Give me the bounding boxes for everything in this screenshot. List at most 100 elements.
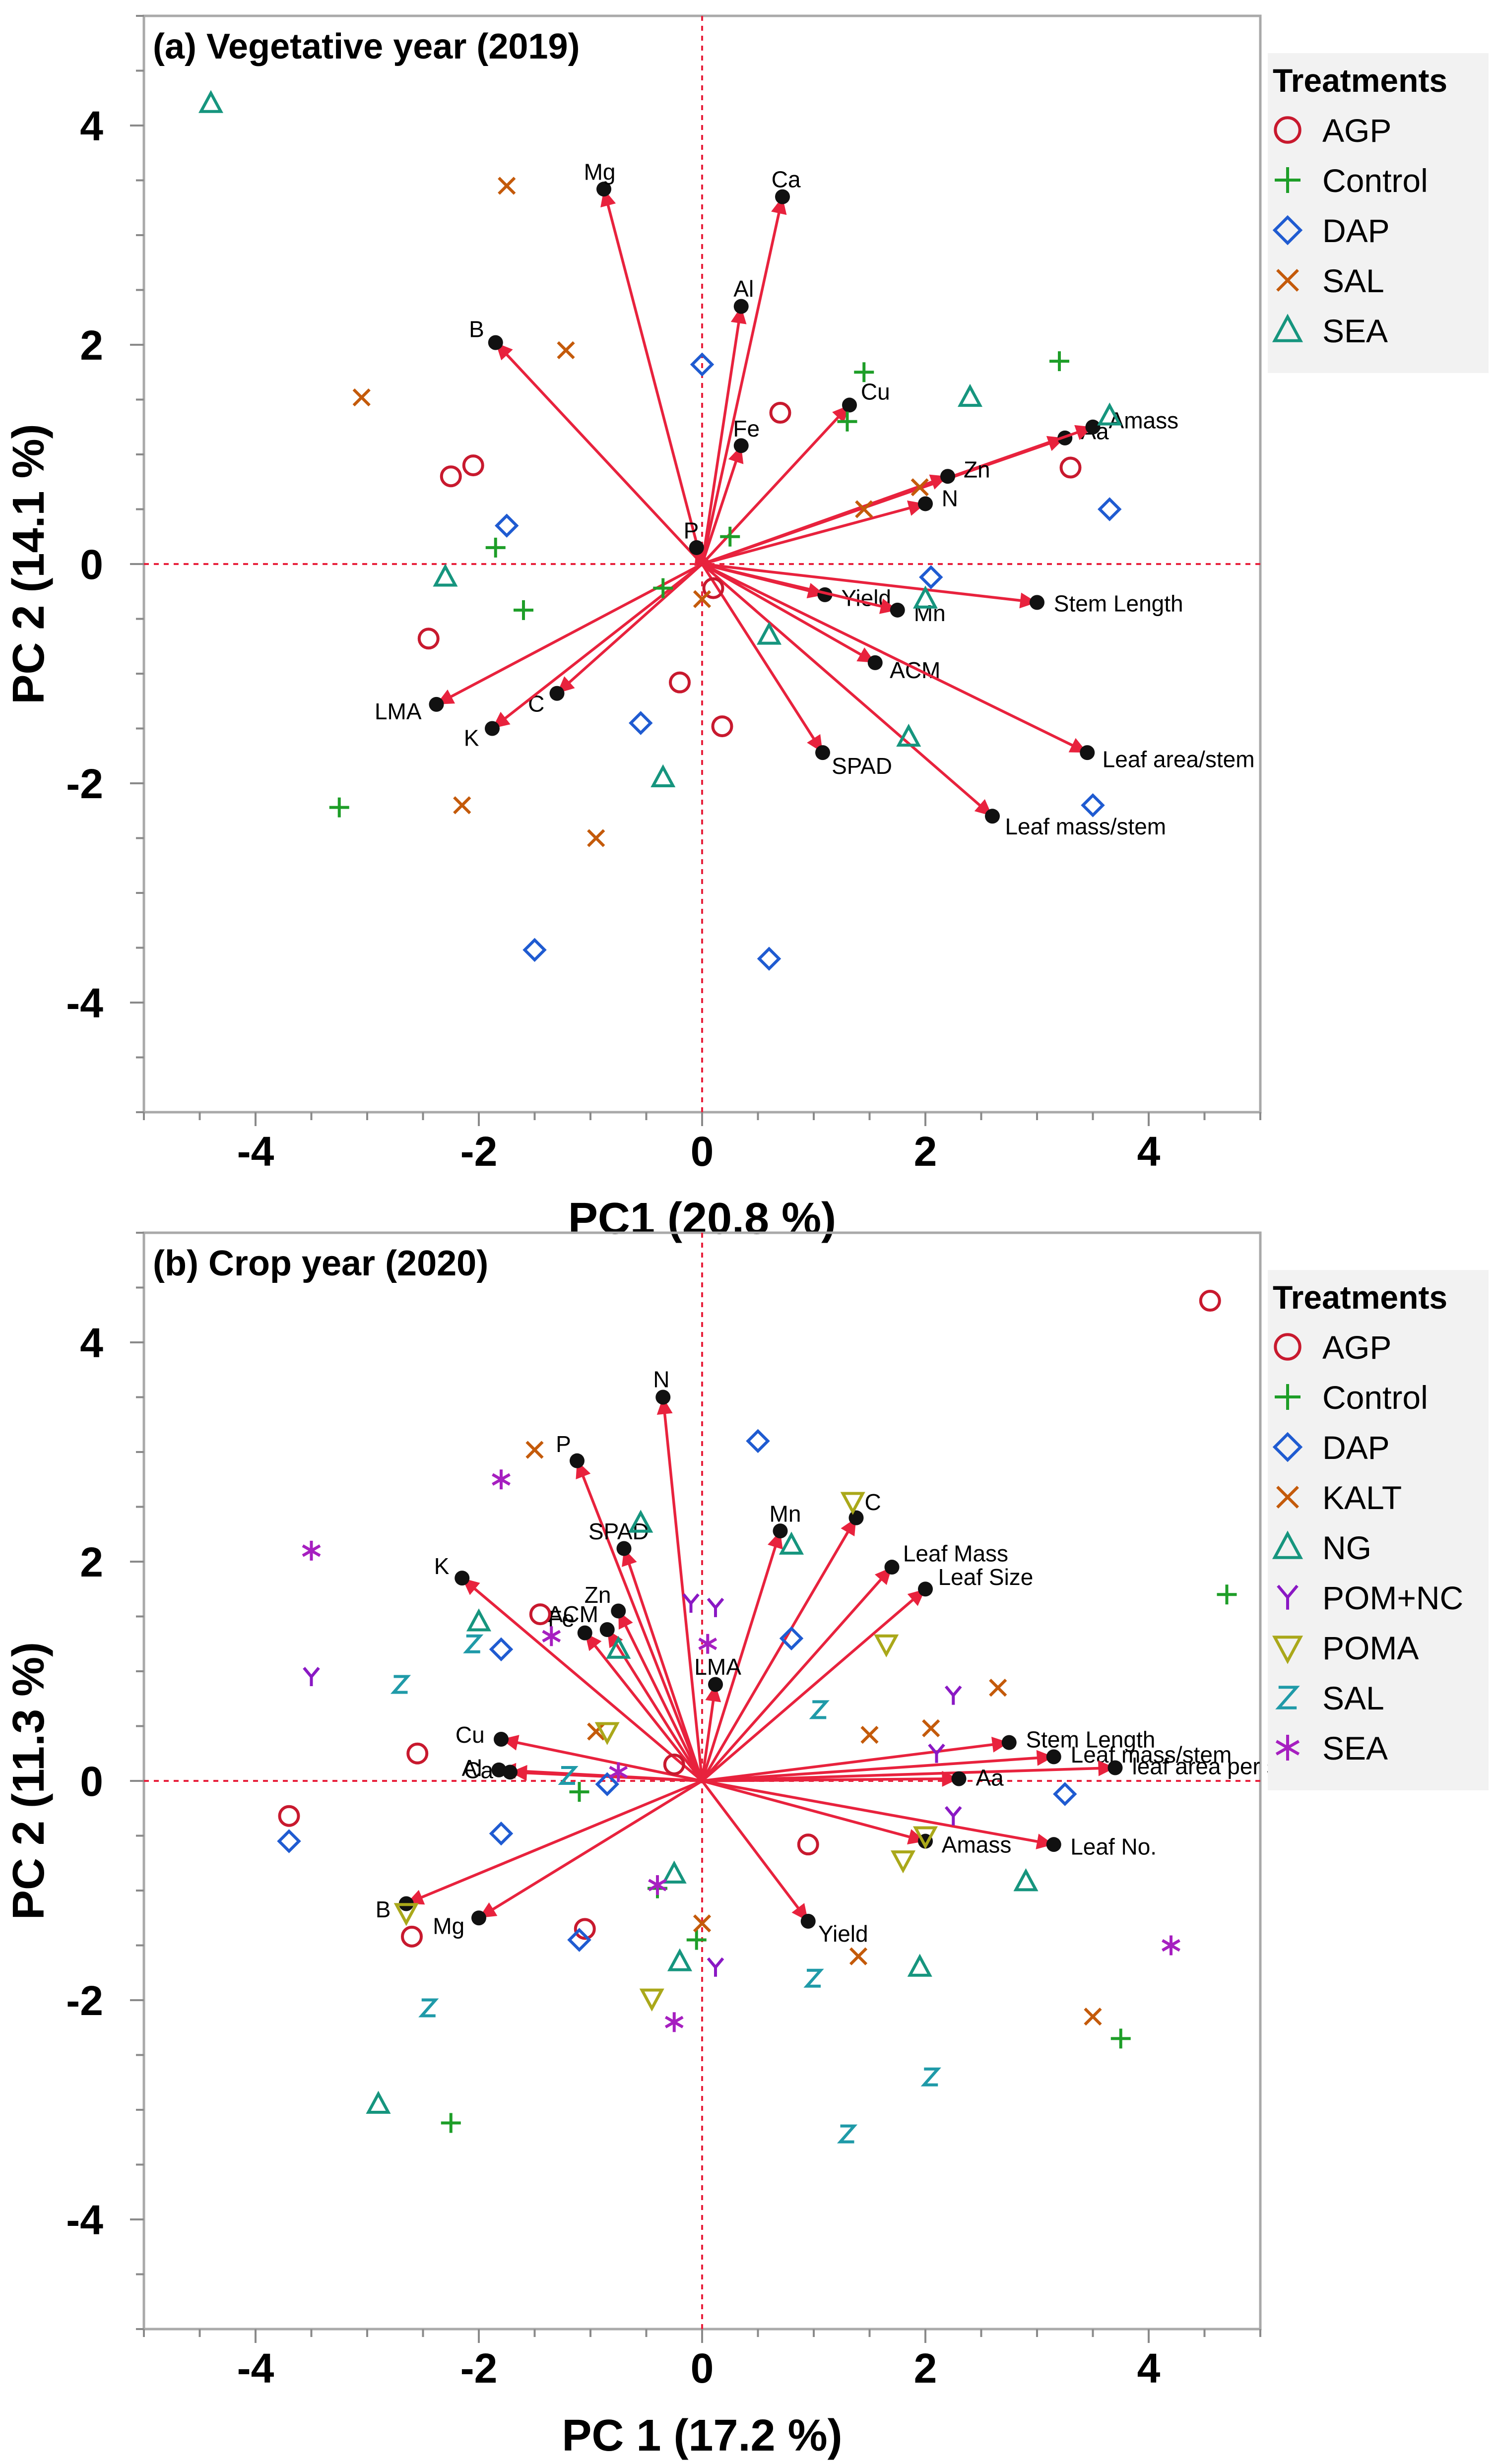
loading-tip-dot xyxy=(455,1571,470,1586)
loading-tip-dot xyxy=(1085,419,1101,435)
loading-tip-dot xyxy=(611,1603,626,1619)
data-point xyxy=(1162,1935,1180,1956)
loading-vector: Mn xyxy=(701,1501,801,1781)
loading-arrow-head xyxy=(510,1765,527,1781)
loading-label: C xyxy=(864,1489,881,1515)
data-point xyxy=(406,1742,429,1765)
data-point xyxy=(702,577,724,599)
data-point xyxy=(707,1597,724,1617)
data-point xyxy=(686,1930,707,1950)
data-point xyxy=(720,526,740,547)
data-point xyxy=(944,1806,962,1826)
loading-label: B xyxy=(469,316,484,342)
loading-tip-dot xyxy=(733,299,749,314)
loading-arrow-line xyxy=(701,306,743,565)
data-point xyxy=(944,1685,962,1705)
data-point xyxy=(329,797,349,818)
loading-label: Leaf mass/stem xyxy=(1005,814,1166,839)
data-point xyxy=(756,622,782,645)
loading-arrow-line xyxy=(702,1779,926,1843)
loading-tip-dot xyxy=(951,1771,967,1786)
loading-tip-dot xyxy=(884,1560,900,1575)
loading-arrow-line xyxy=(606,1629,704,1782)
loading-tip-dot xyxy=(733,438,749,453)
data-point xyxy=(840,1492,865,1515)
loading-label: Aa xyxy=(976,1765,1004,1790)
legend-entry-label: DAP xyxy=(1322,212,1390,249)
loading-vector: B xyxy=(376,1779,703,1922)
data-point xyxy=(667,1948,693,1971)
data-point xyxy=(693,590,712,608)
loading-label: Leaf area/stem xyxy=(1103,746,1255,772)
loading-label: ACM xyxy=(548,1601,598,1627)
loading-arrow-line xyxy=(617,1610,704,1782)
loading-vector: Leaf area/stem xyxy=(701,563,1255,772)
data-point xyxy=(1081,793,1105,818)
data-point xyxy=(769,402,791,424)
x-axis-label: PC 1 (17.2 %) xyxy=(562,2411,842,2461)
series-ng xyxy=(366,1510,1039,2114)
data-point xyxy=(651,764,676,787)
legend-marker xyxy=(1272,1530,1303,1559)
loading-arrow-line xyxy=(556,563,703,695)
data-point xyxy=(693,1914,712,1933)
data-point xyxy=(587,1722,605,1741)
data-point xyxy=(514,600,533,620)
data-point xyxy=(594,1722,620,1745)
data-point xyxy=(803,1968,824,1988)
data-point xyxy=(1084,2008,1102,2026)
data-point xyxy=(907,1954,932,1977)
data-point xyxy=(922,1719,940,1738)
loading-label: Mg xyxy=(584,159,616,185)
data-point xyxy=(366,2090,391,2114)
loading-arrow-line xyxy=(491,563,703,730)
legend-marker xyxy=(1272,1636,1303,1664)
loading-tip-dot xyxy=(471,1910,486,1926)
legend-entry-label: DAP xyxy=(1322,1429,1390,1466)
data-point xyxy=(485,537,506,558)
loading-vector: Yield xyxy=(701,1780,868,1947)
data-point xyxy=(849,1947,868,1965)
data-point xyxy=(441,2113,461,2133)
data-point xyxy=(463,1634,484,1653)
legend-marker xyxy=(1275,1384,1301,1410)
loading-vector: Leaf Size xyxy=(701,1564,1033,1782)
data-point xyxy=(629,711,653,735)
loading-arrow-head xyxy=(942,1770,959,1787)
data-point xyxy=(860,1726,879,1744)
loading-vectors: MgCaAlBCuFeAaAmassZnNPStem LengthYieldMn… xyxy=(375,159,1255,839)
data-point xyxy=(663,1753,685,1775)
loading-label: LMA xyxy=(694,1654,741,1680)
loading-vector: leaf area per stem xyxy=(702,1753,1316,1782)
data-point xyxy=(440,465,462,488)
loading-label: N xyxy=(653,1367,669,1392)
loading-tip-dot xyxy=(867,655,883,670)
y-axis-label: PC 2 (14.1 %) xyxy=(4,424,54,704)
data-point xyxy=(525,1441,544,1459)
data-point xyxy=(911,478,929,497)
loading-label: P xyxy=(684,518,699,544)
loading-label: K xyxy=(434,1553,450,1579)
loading-label: B xyxy=(376,1896,391,1922)
loading-vector: Cu xyxy=(456,1722,703,1782)
legend-marker xyxy=(1272,215,1303,246)
loading-arrow-head xyxy=(730,306,747,324)
loading-arrow-line xyxy=(701,1530,782,1781)
y-tick-label: -2 xyxy=(66,760,103,807)
loading-vector: P xyxy=(556,1431,704,1782)
data-point xyxy=(639,1988,664,2012)
loading-vector: Mg xyxy=(433,1779,703,1939)
loading-arrow-line xyxy=(405,1779,703,1905)
y-tick-label: -2 xyxy=(66,1977,103,2024)
loading-vector: Al xyxy=(701,276,754,565)
loading-arrow-line xyxy=(702,1755,1054,1782)
loading-label: Amass xyxy=(1109,407,1179,433)
panel-vegetative-2019: -4 -2 0 2 4 -4 -2 0 2 4 (a) Vegetative year (2019)… xyxy=(4,14,1489,1244)
legend-entry-label: POM+NC xyxy=(1322,1579,1463,1616)
loading-vector: Mn xyxy=(702,563,946,626)
loading-label: N xyxy=(942,485,958,511)
loading-vector: B xyxy=(469,316,704,565)
loading-arrow-head xyxy=(656,1397,673,1415)
loading-arrow-line xyxy=(501,1738,703,1782)
